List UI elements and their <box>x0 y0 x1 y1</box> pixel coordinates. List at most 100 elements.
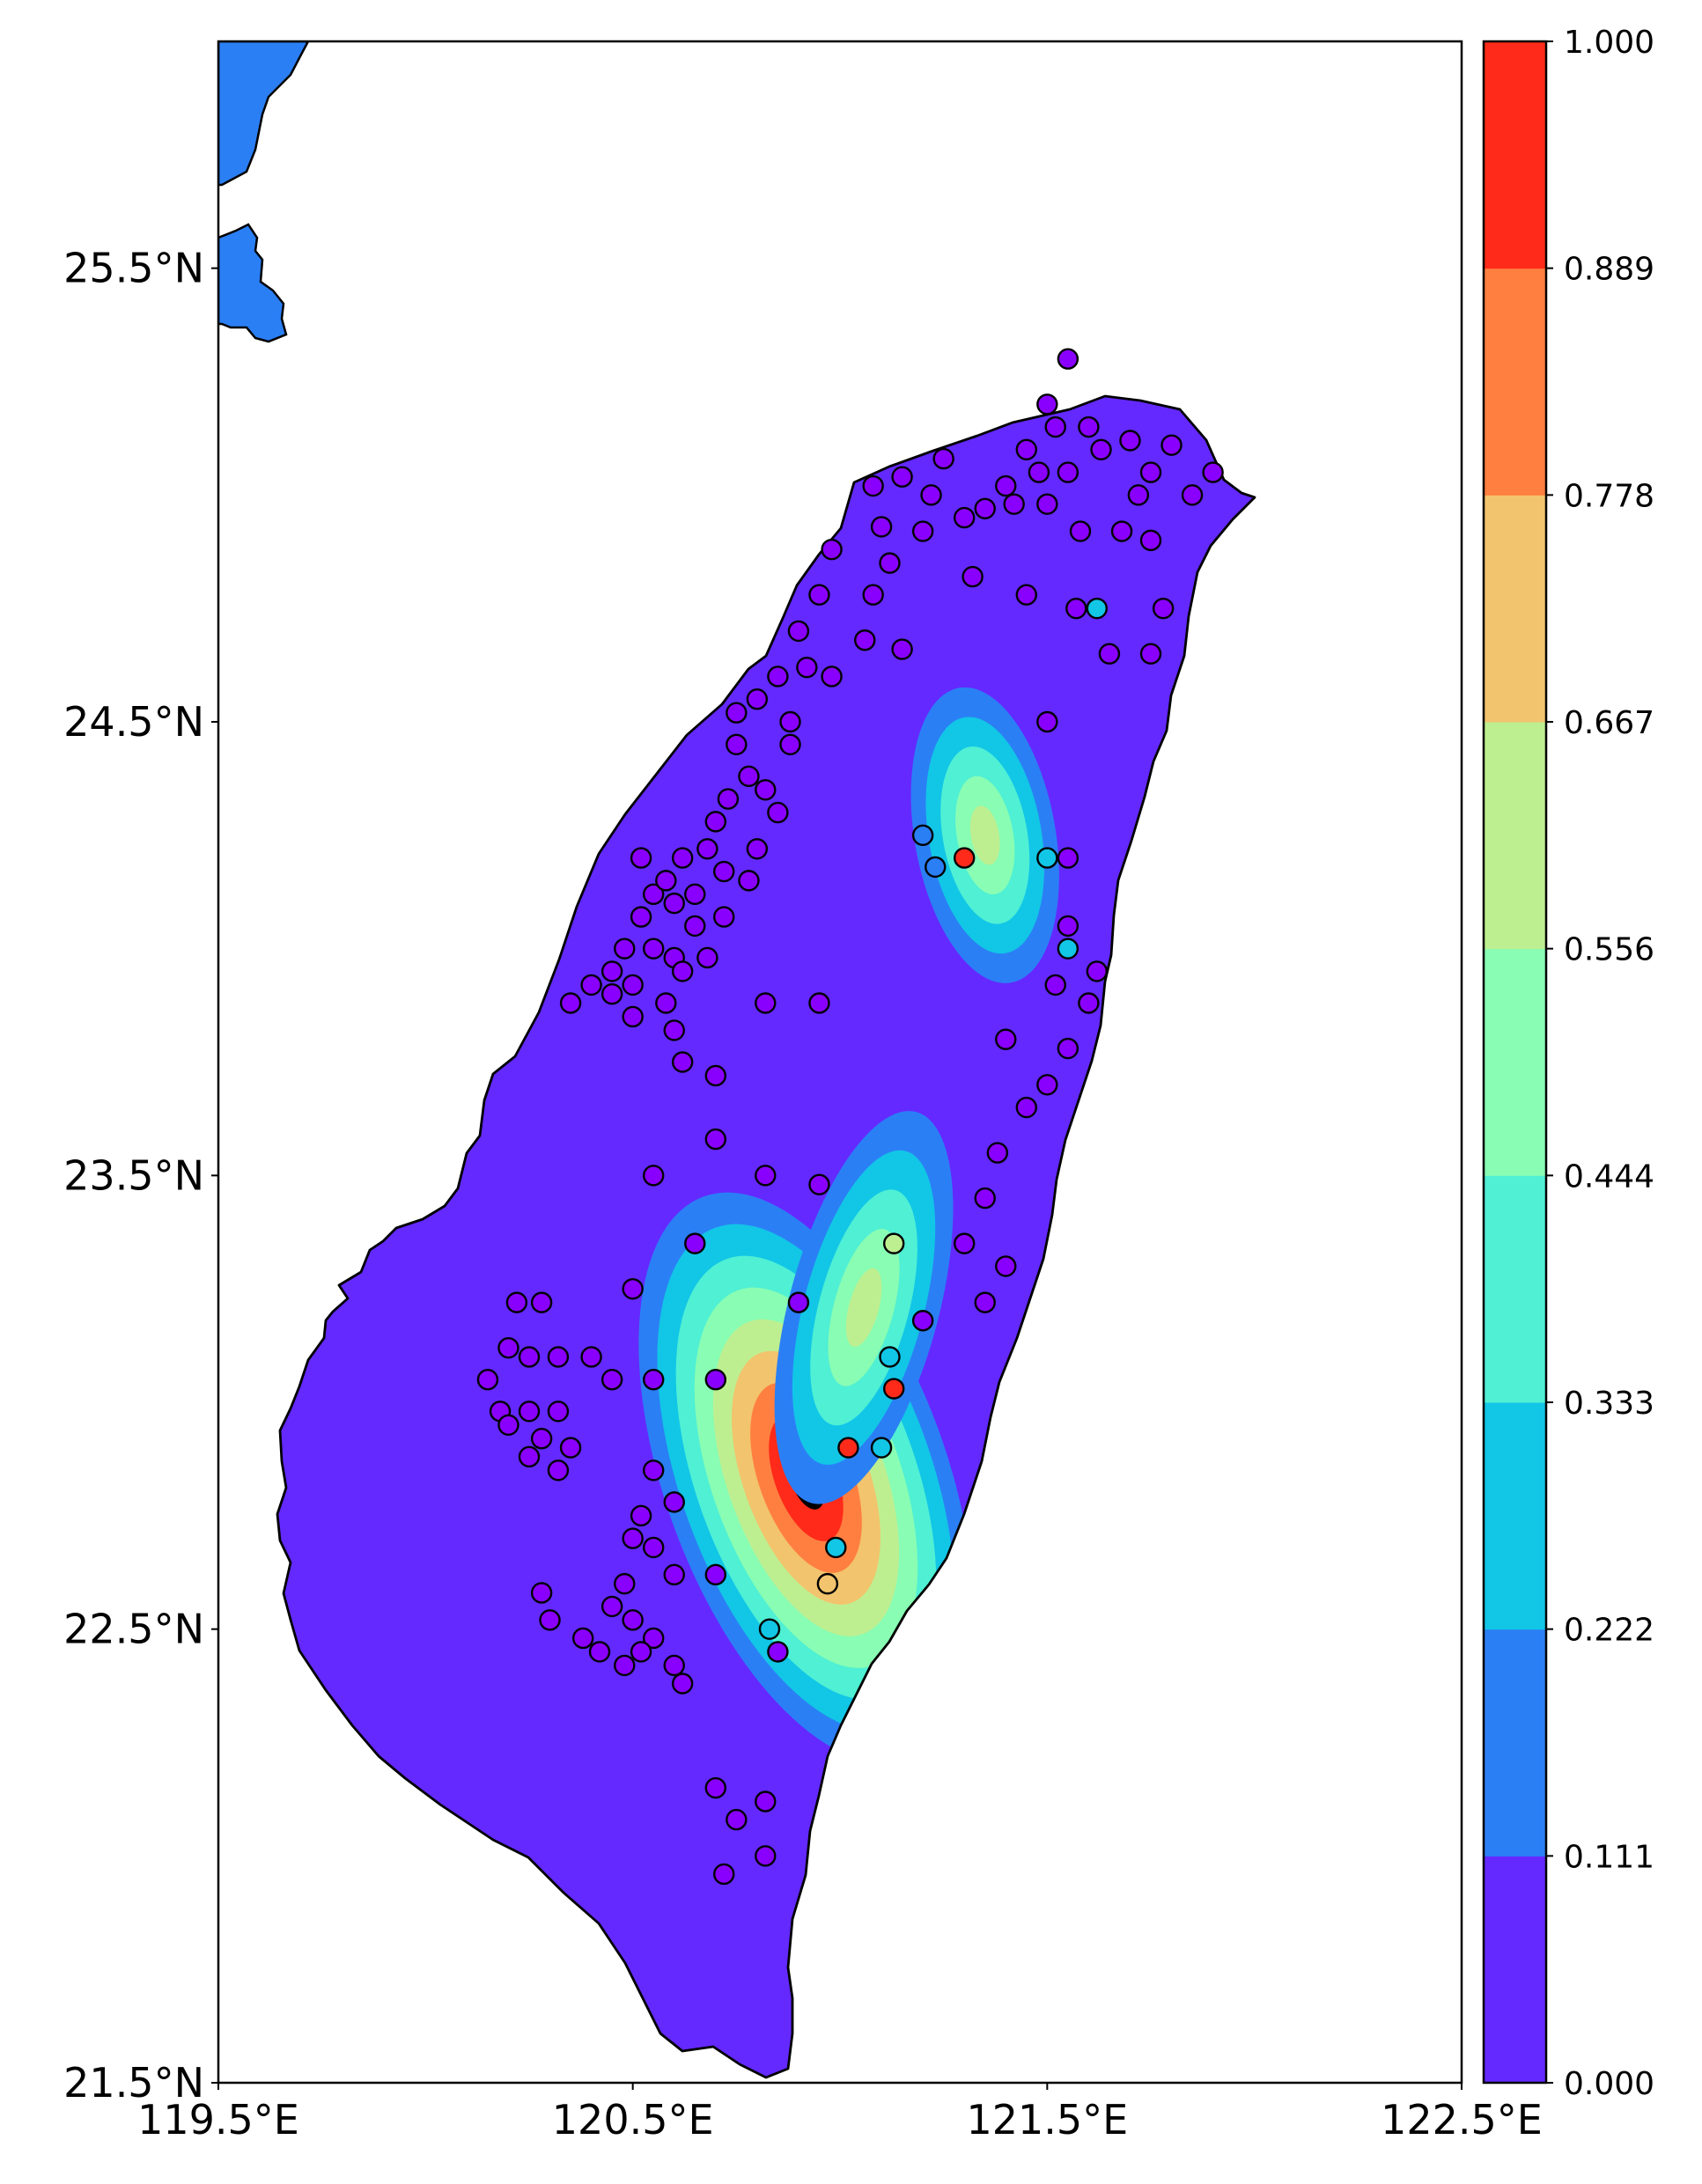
station-marker <box>891 638 913 660</box>
station-marker <box>684 915 706 938</box>
station-marker <box>1065 597 1087 620</box>
station-marker <box>630 847 652 869</box>
colorbar-band <box>1484 1856 1546 2084</box>
station-marker <box>1086 960 1109 982</box>
station-marker <box>862 474 884 497</box>
station-marker <box>704 1776 726 1799</box>
station-marker <box>630 1504 652 1527</box>
colorbar-band <box>1484 1402 1546 1630</box>
station-marker <box>600 1369 623 1391</box>
mainland-coast-top <box>218 41 310 187</box>
station-marker <box>787 620 810 643</box>
station-marker <box>580 974 602 996</box>
station-marker <box>518 1401 541 1423</box>
station-marker-highlighted <box>816 1572 839 1595</box>
station-marker <box>643 1369 665 1391</box>
station-marker <box>643 1536 665 1559</box>
station-marker-highlighted <box>1057 938 1079 960</box>
station-marker <box>1098 643 1121 665</box>
station-marker <box>655 870 677 892</box>
station-marker <box>787 1291 810 1313</box>
station-marker <box>1090 438 1112 460</box>
station-marker <box>1139 643 1162 665</box>
station-marker <box>1160 434 1183 456</box>
station-marker <box>726 702 748 724</box>
station-marker <box>779 733 801 755</box>
station-marker-highlighted <box>911 824 934 847</box>
station-marker <box>530 1582 553 1604</box>
station-marker <box>1015 1096 1038 1119</box>
station-marker <box>505 1291 528 1313</box>
station-marker <box>1028 461 1050 483</box>
station-marker <box>1069 520 1092 542</box>
station-marker <box>600 960 623 982</box>
station-marker <box>671 1673 694 1695</box>
station-marker <box>779 710 801 733</box>
station-marker <box>1036 493 1058 515</box>
station-marker-highlighted <box>925 856 947 879</box>
station-marker <box>497 1414 519 1436</box>
station-marker <box>704 1064 726 1087</box>
station-marker <box>547 1346 570 1368</box>
station-marker <box>746 688 769 710</box>
station-marker <box>655 992 677 1014</box>
colorbar: 0.000 0.111 0.222 0.333 0.444 0.556 0.667 0.778… <box>1482 25 1654 2102</box>
station-marker <box>622 1609 644 1631</box>
station-marker <box>547 1401 570 1423</box>
station-marker <box>1119 430 1141 452</box>
contour-level-5 <box>845 1268 882 1347</box>
colorbar-band <box>1484 268 1546 496</box>
station-marker <box>663 1563 685 1586</box>
station-marker <box>1202 461 1224 483</box>
station-marker <box>614 938 636 960</box>
colorbar-tick-label: 0.111 <box>1564 1839 1654 1875</box>
station-marker <box>663 1491 685 1513</box>
station-marker <box>1015 438 1038 460</box>
colorbar-tick-label: 0.222 <box>1564 1613 1654 1649</box>
colorbar-tick-label: 0.444 <box>1564 1158 1654 1195</box>
colorbar-band <box>1484 948 1546 1176</box>
station-marker <box>962 565 984 588</box>
station-marker <box>1036 1074 1058 1096</box>
station-marker <box>643 1165 665 1187</box>
contour-fill <box>638 687 1059 1763</box>
station-marker <box>704 1563 726 1586</box>
station-marker <box>518 1346 541 1368</box>
station-marker <box>622 1527 644 1549</box>
station-marker <box>911 520 934 542</box>
station-marker <box>1139 461 1162 483</box>
colorbar-tick-label: 0.778 <box>1564 478 1654 514</box>
colorbar-frame <box>1482 40 1548 2085</box>
colorbar-band <box>1484 495 1546 723</box>
x-tick-label: 122.5°E <box>1381 2096 1543 2144</box>
station-marker <box>497 1336 519 1359</box>
station-marker <box>684 1232 706 1254</box>
station-marker <box>995 1255 1017 1277</box>
colorbar-ticks: 0.000 0.111 0.222 0.333 0.444 0.556 0.667 0.778… <box>1546 25 1654 2102</box>
station-marker <box>671 1051 694 1073</box>
station-marker <box>663 1654 685 1677</box>
station-marker <box>1181 484 1204 506</box>
station-marker <box>559 1437 582 1459</box>
station-marker <box>559 992 582 1014</box>
station-marker <box>518 1445 541 1468</box>
colorbar-tick-label: 0.000 <box>1564 2066 1654 2102</box>
x-tick-label: 119.5°E <box>137 2096 299 2144</box>
station-marker <box>738 870 760 892</box>
station-marker <box>911 1310 934 1332</box>
station-marker <box>1127 484 1150 506</box>
station-marker <box>622 974 644 996</box>
station-marker <box>704 811 726 833</box>
station-marker-highlighted <box>1086 597 1109 620</box>
y-tick-label: 24.5°N <box>63 698 204 746</box>
station-marker <box>476 1369 499 1391</box>
station-marker <box>767 665 789 688</box>
station-marker <box>713 860 735 883</box>
station-marker <box>671 847 694 869</box>
station-marker <box>530 1291 553 1313</box>
station-marker <box>974 1291 996 1313</box>
station-marker <box>854 629 876 651</box>
station-marker <box>726 1808 748 1831</box>
station-marker <box>1015 584 1038 606</box>
